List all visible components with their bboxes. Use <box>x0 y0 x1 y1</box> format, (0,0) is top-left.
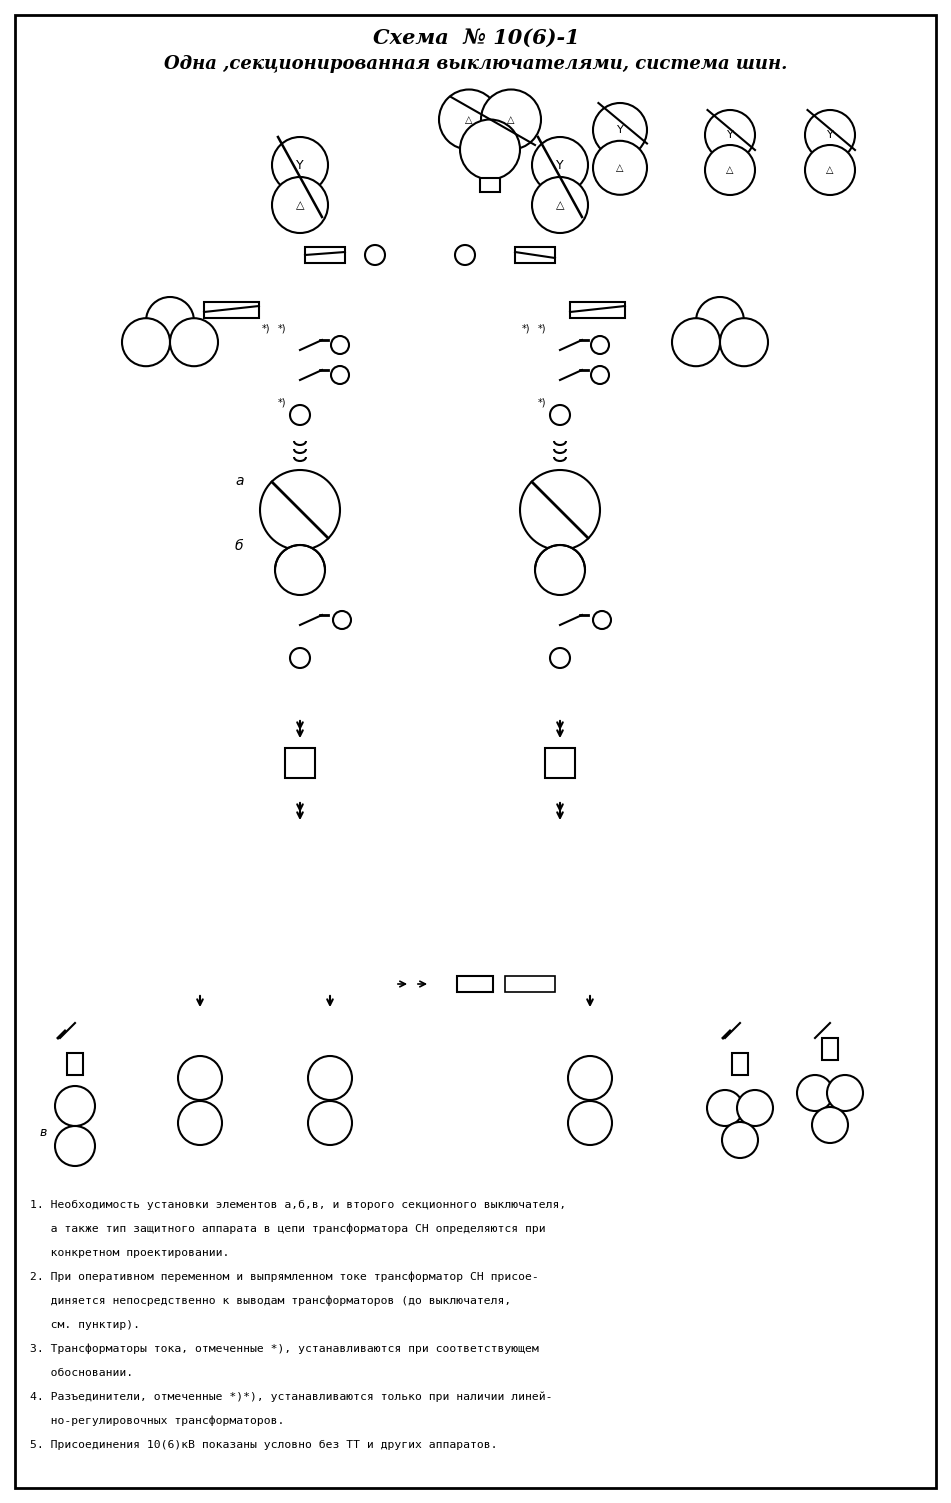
Circle shape <box>333 612 351 628</box>
Circle shape <box>812 1108 848 1142</box>
Circle shape <box>805 144 855 195</box>
Bar <box>822 1039 838 1060</box>
Circle shape <box>275 546 325 595</box>
Text: см. пунктир).: см. пунктир). <box>30 1320 140 1330</box>
Text: 5. Присоединения 10(6)кВ показаны условно без ТТ и других аппаратов.: 5. Присоединения 10(6)кВ показаны условн… <box>30 1440 497 1450</box>
Circle shape <box>550 404 570 425</box>
Text: *): *) <box>262 323 270 334</box>
Circle shape <box>737 1090 773 1126</box>
Bar <box>515 246 555 263</box>
Text: Y: Y <box>616 125 623 135</box>
Circle shape <box>481 90 541 149</box>
Bar <box>305 246 345 263</box>
Text: а также тип защитного аппарата в цепи трансформатора СН определяются при: а также тип защитного аппарата в цепи тр… <box>30 1223 546 1234</box>
Text: 2. При оперативном переменном и выпрямленном токе трансформатор СН присое-: 2. При оперативном переменном и выпрямле… <box>30 1272 539 1282</box>
Circle shape <box>55 1126 95 1166</box>
Circle shape <box>705 110 755 159</box>
Circle shape <box>272 137 328 192</box>
Circle shape <box>705 144 755 195</box>
Text: △: △ <box>296 200 304 210</box>
Circle shape <box>532 177 588 233</box>
Text: конкретном проектировании.: конкретном проектировании. <box>30 1247 229 1258</box>
Circle shape <box>260 470 340 550</box>
Text: диняется непосредственно к выводам трансформаторов (до выключателя,: диняется непосредственно к выводам транс… <box>30 1296 512 1306</box>
Circle shape <box>439 90 499 149</box>
Text: 1. Необходимость установки элементов а,б,в, и второго секционного выключателя,: 1. Необходимость установки элементов а,б… <box>30 1199 566 1210</box>
Circle shape <box>290 404 310 425</box>
Circle shape <box>827 1075 863 1111</box>
Circle shape <box>455 245 475 265</box>
Text: Схема  № 10(6)-1: Схема № 10(6)-1 <box>373 29 579 48</box>
Circle shape <box>520 470 600 550</box>
Bar <box>480 177 500 191</box>
Circle shape <box>308 1057 352 1100</box>
Circle shape <box>591 367 609 383</box>
Text: *): *) <box>278 397 286 407</box>
Circle shape <box>290 648 310 667</box>
Text: △: △ <box>555 200 564 210</box>
Bar <box>505 975 555 992</box>
Circle shape <box>178 1102 222 1145</box>
Circle shape <box>308 1102 352 1145</box>
Text: б: б <box>235 540 243 553</box>
Circle shape <box>672 319 720 367</box>
Circle shape <box>170 319 218 367</box>
Bar <box>204 302 259 319</box>
Text: △: △ <box>727 165 734 174</box>
Text: *): *) <box>538 323 547 334</box>
Text: △: △ <box>616 162 624 173</box>
Circle shape <box>696 298 744 346</box>
Text: 4. Разъединители, отмеченные *)*), устанавливаются только при наличии линей-: 4. Разъединители, отмеченные *)*), устан… <box>30 1392 553 1402</box>
Circle shape <box>568 1057 612 1100</box>
Bar <box>570 302 625 319</box>
Circle shape <box>720 319 768 367</box>
Circle shape <box>55 1087 95 1126</box>
Circle shape <box>797 1075 833 1111</box>
Circle shape <box>568 1102 612 1145</box>
Bar <box>67 1054 83 1075</box>
Circle shape <box>122 319 170 367</box>
Circle shape <box>591 337 609 355</box>
Text: *): *) <box>538 397 547 407</box>
Text: обосновании.: обосновании. <box>30 1368 133 1378</box>
Text: Y: Y <box>296 158 303 171</box>
Circle shape <box>365 245 385 265</box>
Text: *): *) <box>522 323 531 334</box>
Text: в: в <box>40 1126 48 1139</box>
Text: Y: Y <box>727 129 733 140</box>
Circle shape <box>146 298 194 346</box>
Circle shape <box>805 110 855 159</box>
Text: Одна ,секционированная выключателями, система шин.: Одна ,секционированная выключателями, си… <box>165 56 787 74</box>
Circle shape <box>460 120 520 179</box>
Text: Y: Y <box>556 158 564 171</box>
Circle shape <box>535 546 585 595</box>
Text: но-регулировочных трансформаторов.: но-регулировочных трансформаторов. <box>30 1416 284 1426</box>
Circle shape <box>550 648 570 667</box>
Bar <box>545 748 575 779</box>
Circle shape <box>178 1057 222 1100</box>
Circle shape <box>532 137 588 192</box>
Text: △: △ <box>826 165 834 174</box>
Bar <box>457 975 493 992</box>
Circle shape <box>593 141 647 195</box>
Text: △: △ <box>507 114 514 125</box>
Circle shape <box>593 104 647 156</box>
Circle shape <box>722 1123 758 1157</box>
Text: △: △ <box>465 114 473 125</box>
Circle shape <box>593 612 611 628</box>
Circle shape <box>331 337 349 355</box>
Bar <box>285 748 315 779</box>
Bar <box>732 1054 748 1075</box>
Text: а: а <box>235 473 243 488</box>
Text: *): *) <box>278 323 286 334</box>
Circle shape <box>707 1090 743 1126</box>
Circle shape <box>331 367 349 383</box>
Text: Y: Y <box>826 129 833 140</box>
Circle shape <box>272 177 328 233</box>
Text: 3. Трансформаторы тока, отмеченные *), устанавливаются при соответствующем: 3. Трансформаторы тока, отмеченные *), у… <box>30 1344 539 1354</box>
